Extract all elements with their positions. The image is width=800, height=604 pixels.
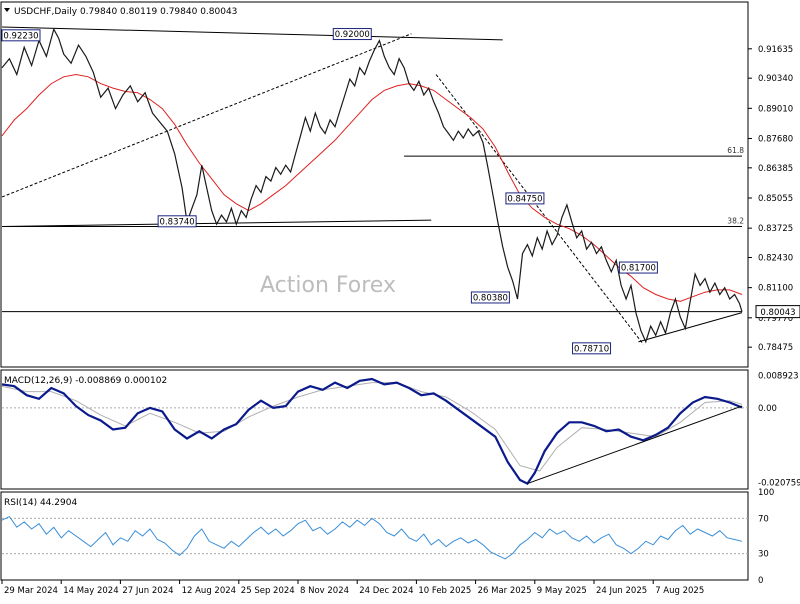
last-price-box [755,305,800,319]
price-annotation-label: 0.92000 [335,30,370,40]
macd-y-tick-label: 0.00 [758,404,777,414]
x-tick-label: 24 Dec 2024 [359,586,413,596]
macd-panel: 0.008923 0.00 -0.020759 [1,372,800,489]
x-tick-label: 10 Feb 2025 [418,586,471,596]
x-tick-label: 29 Mar 2024 [4,586,58,596]
rsi-panel: 100 70 30 0 [1,488,774,586]
watermark: Action Forex [260,273,396,298]
price-annotation-box [332,28,372,41]
x-tick-label: 8 Nov 2024 [300,586,349,596]
price-y-tick-label: 0.79770 [758,314,793,324]
price-y-tick-label: 0.85055 [758,194,793,204]
x-tick-label: 26 Mar 2025 [478,586,532,596]
chart-header: USDCHF,Daily 0.79840 0.80119 0.79840 0.8… [14,7,237,17]
price-annotation-label: 0.81700 [621,264,656,274]
price-annotation-box [618,261,658,274]
last-price-label: 0.80043 [760,308,795,318]
macd-label: MACD(12,26,9) -0.008869 0.000102 [4,376,167,386]
price-y-tick-label: 0.82430 [758,254,793,264]
price-y-tick-label: 0.91635 [758,45,793,55]
price-annotation-label: 0.84750 [507,194,542,204]
price-annotation-box [157,215,197,228]
rsi-y-tick-label: 100 [758,488,774,498]
macd-y-tick-label: -0.020759 [758,479,800,489]
price-line [1,27,743,344]
price-y-tick-label: 0.83725 [758,224,793,234]
trend-line-3 [435,74,644,345]
x-tick-label: 24 Jun 2025 [596,586,647,596]
panel-frames [0,1,749,581]
x-axis: 29 Mar 2024 14 May 2024 27 Jun 2024 12 Aug … [1,580,704,596]
x-tick-label: 7 Aug 2025 [655,586,704,596]
price-annotation-box [572,342,612,355]
price-y-tick-label: 0.78475 [758,343,793,353]
price-y-tick-label: 0.90340 [758,74,793,84]
macd-trendline [527,405,743,485]
fib-label: 61.8 [727,146,744,155]
rsi-line [1,515,743,560]
price-y-tick-label: 0.86385 [758,164,793,174]
rsi-label: RSI(14) 44.2904 [4,498,77,508]
trend-line-2 [1,33,412,198]
fib-label: 38.2 [727,216,744,225]
price-annotation-label: 0.92230 [3,31,38,41]
macd-frame [0,369,749,490]
header-dropdown-icon [4,8,10,12]
rsi-y-tick-label: 0 [758,576,763,586]
x-tick-label: 12 Aug 2024 [182,586,236,596]
macd-signal-line [1,382,743,472]
x-tick-label: 9 May 2025 [537,586,587,596]
price-y-tick-label: 0.89010 [758,104,793,114]
price-annotation-box [470,291,510,304]
x-tick-label: 25 Sep 2024 [241,586,295,596]
rsi-frame [0,491,749,581]
trend-line-0 [1,26,503,41]
x-tick-label: 27 Jun 2024 [122,586,173,596]
price-annotation-box [505,192,545,205]
rsi-y-tick-label: 70 [758,514,769,524]
macd-line [1,377,743,486]
price-y-tick-label: 0.87680 [758,134,793,144]
price-y-tick-label: 0.81100 [758,284,793,294]
trend-line-4 [638,312,743,343]
price-annotation-box [1,29,41,42]
macd-y-tick-label: 0.008923 [758,372,799,382]
rsi-y-tick-label: 30 [758,550,769,560]
price-annotation-label: 0.83740 [160,217,195,227]
price-frame [0,1,749,368]
price-annotation-label: 0.80380 [473,293,508,303]
price-annotation-label: 0.78710 [574,344,609,354]
x-tick-label: 14 May 2024 [63,586,118,596]
price-panel: 0.91635 0.90340 0.89010 0.87680 0.86385 0.850… [1,26,800,355]
